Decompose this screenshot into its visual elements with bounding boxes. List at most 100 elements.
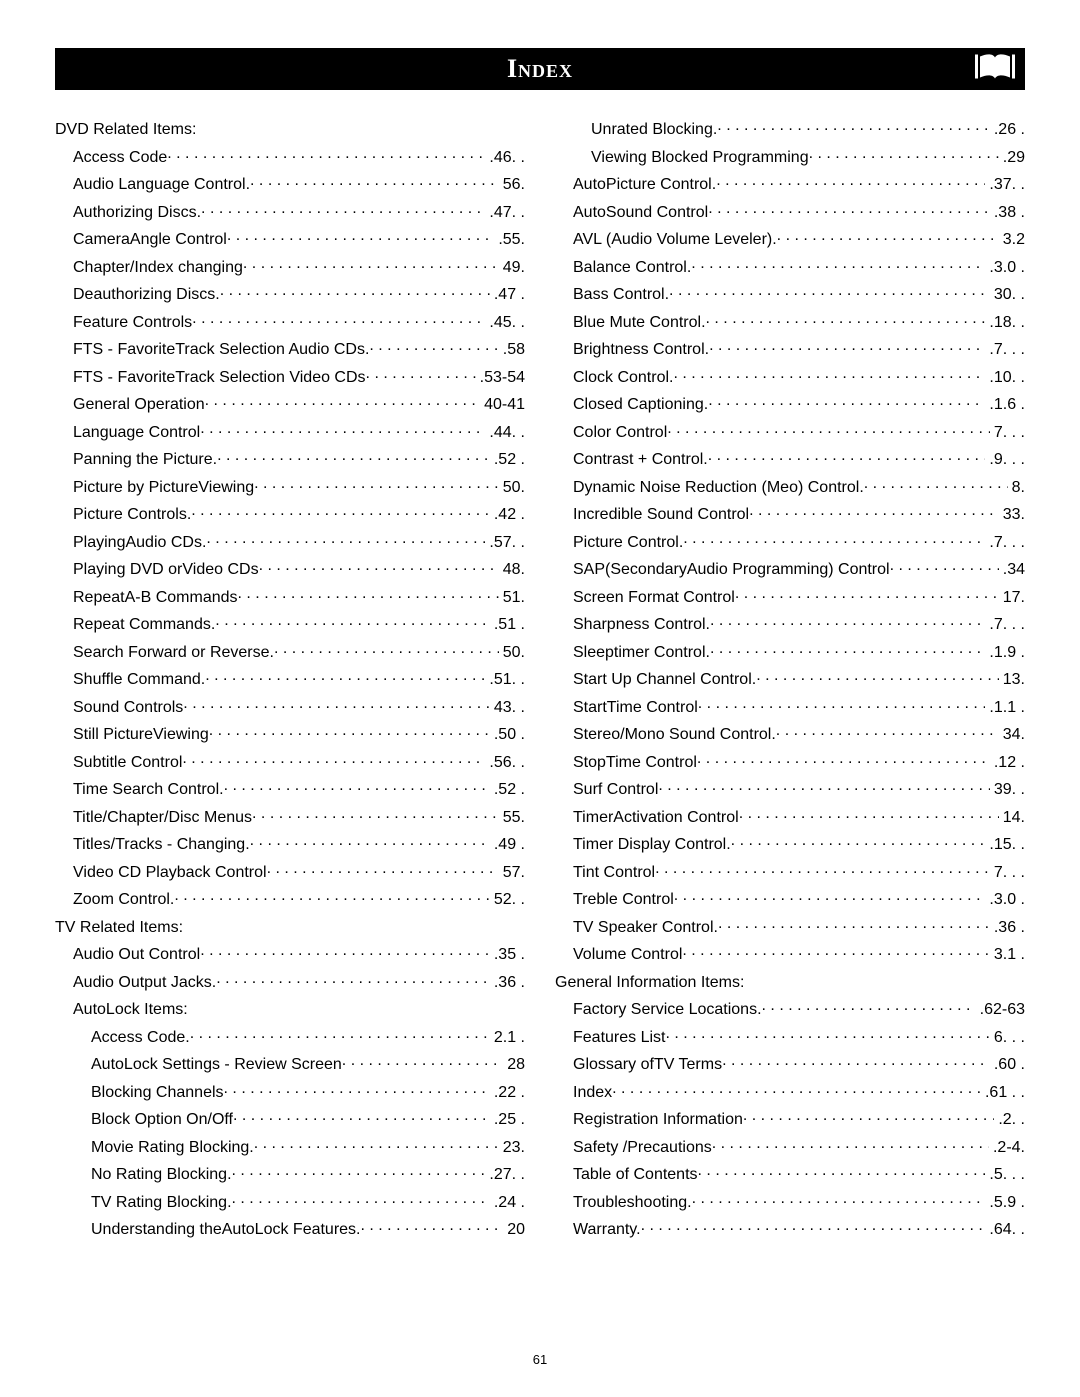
index-page: 20 [503, 1222, 525, 1238]
index-entry: Dynamic Noise Reduction (Meo) Control.8. [555, 476, 1025, 496]
leader-dots [706, 311, 986, 327]
index-page: 13. [999, 672, 1025, 688]
index-page: .61 . . [981, 1085, 1025, 1101]
index-label: Shuffle Command. [73, 672, 205, 688]
index-page: 28 [503, 1057, 525, 1073]
index-page: .1.1 . [985, 700, 1025, 716]
leader-dots [188, 998, 525, 1014]
index-page: .12 . [990, 755, 1025, 771]
leader-dots [191, 503, 490, 519]
leader-dots [224, 1081, 490, 1097]
index-page: .57. . [485, 535, 525, 551]
index-label: Audio Out Control [73, 947, 200, 963]
index-label: Blocking Channels [91, 1085, 224, 1101]
index-entry: Sound Controls43. . [55, 696, 525, 716]
leader-dots [658, 778, 989, 794]
index-entry: Video CD Playback Control57. [55, 861, 525, 881]
index-entry: Blue Mute Control..18. . [555, 311, 1025, 331]
leader-dots [190, 1026, 490, 1042]
index-page: 7. . . [990, 865, 1025, 881]
index-entry: Registration Information.2. . [555, 1108, 1025, 1128]
index-label: Registration Information [573, 1112, 743, 1128]
leader-dots [673, 366, 985, 382]
index-label: Still PictureViewing [73, 727, 209, 743]
index-entry: Understanding theAutoLock Features.20 [55, 1218, 525, 1238]
leader-dots [682, 943, 989, 959]
index-page: .22 . [490, 1085, 525, 1101]
index-page: .46. . [485, 150, 525, 166]
leader-dots [698, 696, 986, 712]
leader-dots [683, 531, 985, 547]
leader-dots [709, 338, 985, 354]
index-entry: Unrated Blocking..26 . [555, 118, 1025, 138]
index-page: 43. . [490, 700, 525, 716]
index-label: Factory Service Locations. [573, 1002, 762, 1018]
index-label: Time Search Control. [73, 782, 224, 798]
index-entry: Title/Chapter/Disc Menus55. [55, 806, 525, 826]
leader-dots [238, 586, 499, 602]
index-entry: Start Up Channel Control.13. [555, 668, 1025, 688]
leader-dots [756, 668, 999, 684]
index-page: .9. . . [985, 452, 1025, 468]
index-entry: Troubleshooting..5.9 . [555, 1191, 1025, 1211]
leader-dots [342, 1053, 503, 1069]
index-label: AutoPicture Control. [573, 177, 716, 193]
index-entry: PlayingAudio CDs..57. . [55, 531, 525, 551]
index-label: Picture Controls. [73, 507, 191, 523]
index-label: Troubleshooting. [573, 1195, 692, 1211]
index-page: .64. . [985, 1222, 1025, 1238]
index-entry: Sleeptimer Control..1.9 . [555, 641, 1025, 661]
leader-dots [274, 641, 499, 657]
index-page: .55. [494, 232, 525, 248]
index-entry: Sharpness Control. .7. . . [555, 613, 1025, 633]
index-entry: Language Control.44. . [55, 421, 525, 441]
leader-dots [665, 1026, 989, 1042]
leader-dots [250, 833, 490, 849]
index-label: AVL (Audio Volume Leveler). [573, 232, 777, 248]
index-page: .7. . . [985, 617, 1025, 633]
index-page: .3.0 . [985, 260, 1025, 276]
index-entry: CameraAngle Control.55. [55, 228, 525, 248]
index-label: Bass Control. [573, 287, 669, 303]
index-page: .24 . [490, 1195, 525, 1211]
index-page: 30. . [990, 287, 1025, 303]
index-page: .27. . [485, 1167, 525, 1183]
index-page: .44. . [485, 425, 525, 441]
index-entry: Still PictureViewing.50 . [55, 723, 525, 743]
index-page: .26 . [990, 122, 1025, 138]
index-page: 17. [999, 590, 1025, 606]
index-page: .51 . [490, 617, 525, 633]
index-page: 39. . [990, 782, 1025, 798]
leader-dots [692, 1191, 986, 1207]
index-page: .53-54 [476, 370, 525, 386]
leader-dots [267, 861, 499, 877]
leader-dots [369, 338, 498, 354]
index-label: Timer Display Control. [573, 837, 731, 853]
index-page: .29 [999, 150, 1025, 166]
index-label: No Rating Blocking. [91, 1167, 232, 1183]
index-label: Balance Control. [573, 260, 691, 276]
index-label: Volume Control [573, 947, 682, 963]
index-entry: Incredible Sound Control33. [555, 503, 1025, 523]
leader-dots [697, 751, 990, 767]
index-label: Sharpness Control. [573, 617, 710, 633]
index-label: Audio Language Control. [73, 177, 250, 193]
index-label: Block Option On/Off [91, 1112, 233, 1128]
index-page: .2-4. [989, 1140, 1025, 1156]
index-label: Picture by PictureViewing [73, 480, 254, 496]
leader-dots [716, 173, 985, 189]
leader-dots [254, 476, 499, 492]
index-page: 3.1 . [990, 947, 1025, 963]
index-entry: AVL (Audio Volume Leveler).3.2 [555, 228, 1025, 248]
index-entry: Tint Control7. . . [555, 861, 1025, 881]
leader-dots [641, 1218, 986, 1234]
index-entry: Brightness Control..7. . . [555, 338, 1025, 358]
index-label: Warranty. [573, 1222, 641, 1238]
leader-dots [233, 1108, 490, 1124]
index-page: 14. [999, 810, 1025, 826]
index-entry: AutoPicture Control..37. . [555, 173, 1025, 193]
index-label: Panning the Picture. [73, 452, 217, 468]
leader-dots [777, 228, 999, 244]
leader-dots [712, 1136, 989, 1152]
index-label: Screen Format Control [573, 590, 735, 606]
